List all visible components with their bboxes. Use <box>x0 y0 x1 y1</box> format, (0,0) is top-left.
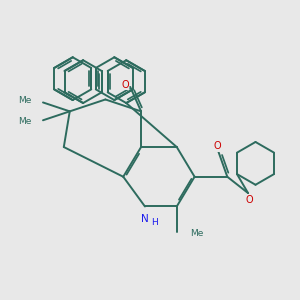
Text: N: N <box>141 214 149 224</box>
Text: Me: Me <box>190 229 203 238</box>
Text: Me: Me <box>18 97 32 106</box>
Text: O: O <box>246 195 254 205</box>
Text: O: O <box>121 80 129 90</box>
Text: H: H <box>151 218 158 227</box>
Text: Me: Me <box>18 117 32 126</box>
Text: O: O <box>213 141 221 151</box>
